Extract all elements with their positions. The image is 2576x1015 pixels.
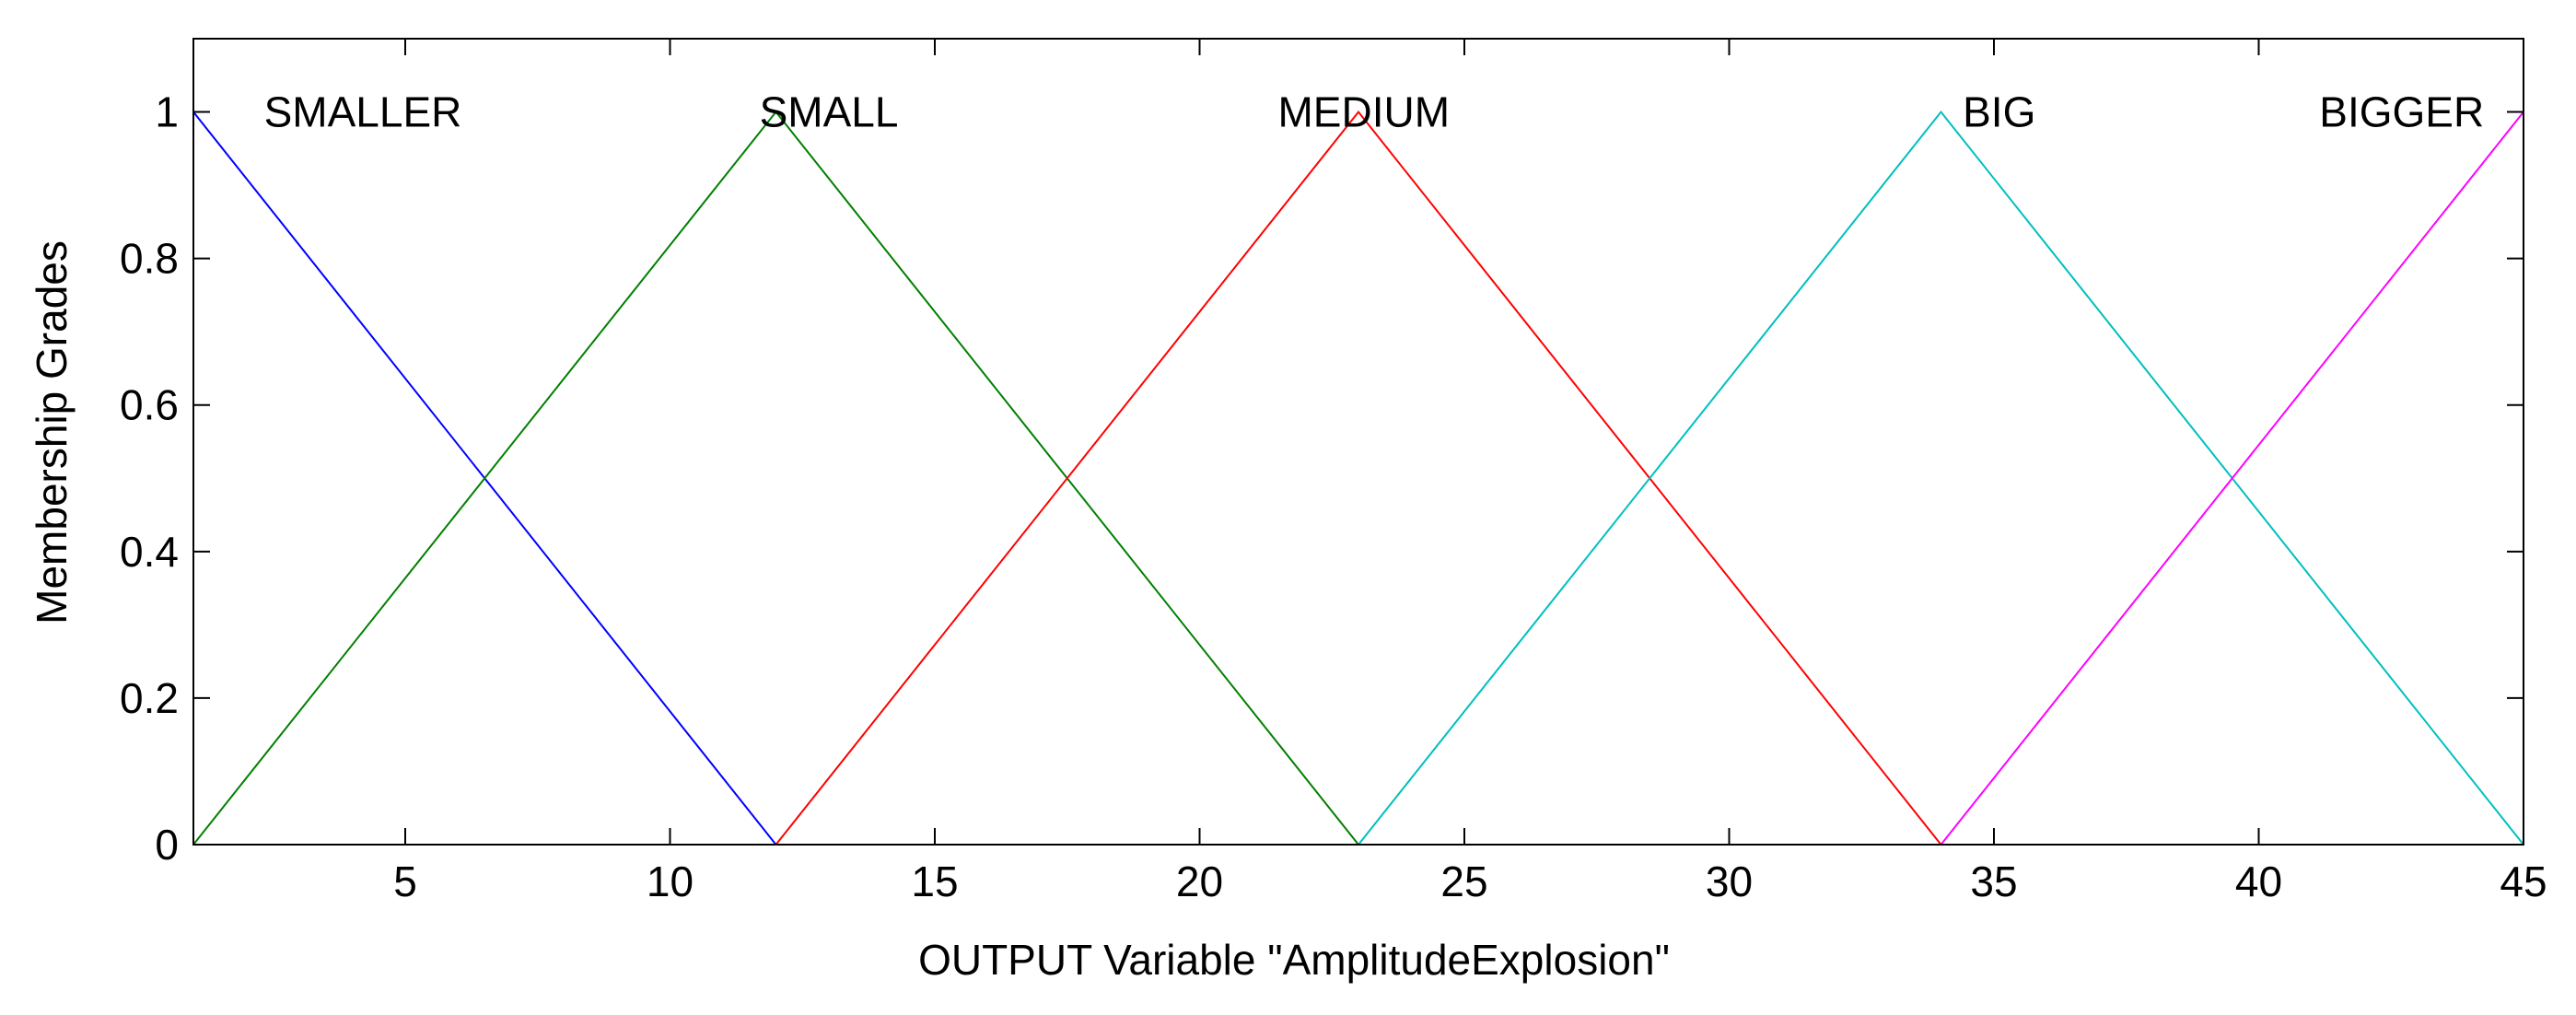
- y-tick-label: 0.4: [120, 528, 179, 576]
- x-tick-label: 40: [2235, 858, 2282, 905]
- y-axis-label: Membership Grades: [28, 240, 76, 624]
- x-tick-label: 25: [1440, 858, 1487, 905]
- y-tick-label: 0.8: [120, 235, 179, 283]
- plot-frame: [192, 38, 2524, 846]
- y-tick-label: 0.6: [120, 381, 179, 429]
- ticks-layer: 5 10 15 20 25 30 35 40 45 0 0.2 0.4 0.6 0.8 1: [120, 39, 2547, 905]
- x-tick-label: 30: [1706, 858, 1753, 905]
- x-axis-label: OUTPUT Variable "AmplitudeExplosion": [918, 936, 1670, 984]
- x-tick-label: 15: [911, 858, 958, 905]
- series-labels-layer: SMALLER SMALL MEDIUM BIG BIGGER: [264, 88, 2485, 136]
- series-label-small: SMALL: [760, 88, 899, 136]
- series-label-smaller: SMALLER: [264, 88, 462, 136]
- x-tick-label: 20: [1176, 858, 1223, 905]
- y-tick-label: 1: [155, 88, 179, 136]
- y-tick-label: 0.2: [120, 674, 179, 722]
- series-label-medium: MEDIUM: [1277, 88, 1450, 136]
- x-tick-label: 10: [647, 858, 694, 905]
- x-tick-label: 45: [2500, 858, 2547, 905]
- series-label-bigger: BIGGER: [2319, 88, 2484, 136]
- x-tick-label: 35: [1970, 858, 2017, 905]
- series-label-big: BIG: [1963, 88, 2035, 136]
- y-tick-label: 0: [155, 821, 179, 869]
- x-tick-label: 5: [393, 858, 417, 905]
